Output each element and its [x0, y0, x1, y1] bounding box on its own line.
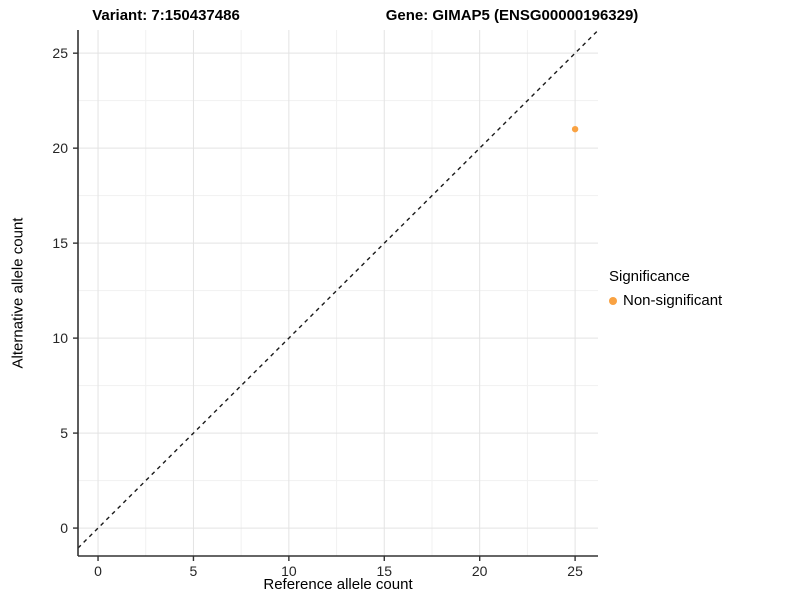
y-axis-title: Alternative allele count — [9, 217, 27, 369]
x-tick-label: 10 — [281, 563, 297, 579]
y-tick-label: 5 — [60, 425, 68, 441]
x-tick-label: 0 — [94, 563, 102, 579]
legend-title: Significance — [609, 268, 690, 285]
legend-point-icon — [609, 296, 617, 305]
data-point — [571, 125, 579, 133]
legend: Significance Non-significant — [609, 268, 722, 309]
y-tick-label: 10 — [52, 330, 68, 346]
gene-title: Gene: GIMAP5 (ENSG00000196329) — [385, 7, 639, 24]
y-tick-label: 20 — [52, 140, 68, 156]
variant-title: Variant: 7:150437486 — [92, 7, 240, 24]
x-tick-label: 5 — [190, 563, 198, 579]
identity-line — [77, 29, 599, 549]
x-tick-label: 15 — [376, 563, 392, 579]
y-tick-label: 25 — [52, 45, 68, 61]
legend-item-label: Non-significant — [623, 292, 723, 309]
x-tick-label: 25 — [567, 563, 583, 579]
legend-item-non-significant: Non-significant — [609, 292, 722, 309]
x-axis-title: Reference allele count — [263, 576, 413, 593]
y-tick-label: 0 — [60, 520, 68, 536]
x-tick-label: 20 — [472, 563, 488, 579]
y-tick-label: 15 — [52, 235, 68, 251]
